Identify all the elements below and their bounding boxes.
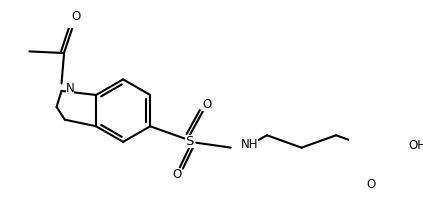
Text: O: O: [173, 168, 182, 181]
Text: O: O: [366, 178, 375, 191]
Text: O: O: [71, 10, 81, 22]
Text: O: O: [202, 98, 212, 111]
Text: S: S: [185, 135, 194, 148]
Text: OH: OH: [409, 139, 423, 152]
Text: NH: NH: [241, 138, 258, 151]
Text: N: N: [66, 82, 74, 95]
